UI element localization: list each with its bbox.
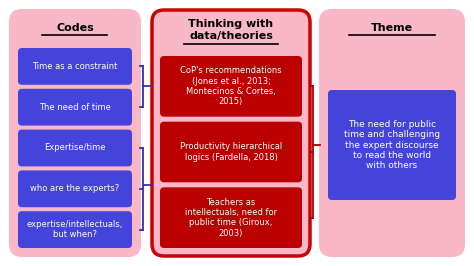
Text: Productivity hierarchical
logics (Fardella, 2018): Productivity hierarchical logics (Fardel… <box>180 142 282 162</box>
Text: The need of time: The need of time <box>39 103 111 112</box>
Text: Theme: Theme <box>371 23 413 33</box>
FancyBboxPatch shape <box>320 10 464 256</box>
FancyBboxPatch shape <box>160 187 302 248</box>
Text: expertise/intellectuals,
but when?: expertise/intellectuals, but when? <box>27 220 123 239</box>
FancyBboxPatch shape <box>18 130 132 167</box>
FancyBboxPatch shape <box>10 10 140 256</box>
Text: The need for public
time and challenging
the expert discourse
to read the world
: The need for public time and challenging… <box>344 120 440 170</box>
Text: Expertise/time: Expertise/time <box>44 143 106 152</box>
FancyBboxPatch shape <box>160 122 302 182</box>
FancyBboxPatch shape <box>18 211 132 248</box>
Text: Time as a constraint: Time as a constraint <box>32 62 118 71</box>
FancyBboxPatch shape <box>328 90 456 200</box>
Text: Thinking with
data/theories: Thinking with data/theories <box>189 19 273 41</box>
FancyBboxPatch shape <box>160 56 302 117</box>
FancyBboxPatch shape <box>18 48 132 85</box>
Text: Codes: Codes <box>56 23 94 33</box>
FancyBboxPatch shape <box>18 171 132 207</box>
Text: CoP's recommendations
(Jones et al., 2013;
Montecinos & Cortes,
2015): CoP's recommendations (Jones et al., 201… <box>180 66 282 106</box>
FancyBboxPatch shape <box>18 89 132 126</box>
Text: Teachers as
intellectuals, need for
public time (Giroux,
2003): Teachers as intellectuals, need for publ… <box>185 198 277 238</box>
Text: who are the experts?: who are the experts? <box>30 184 119 193</box>
FancyBboxPatch shape <box>152 10 310 256</box>
